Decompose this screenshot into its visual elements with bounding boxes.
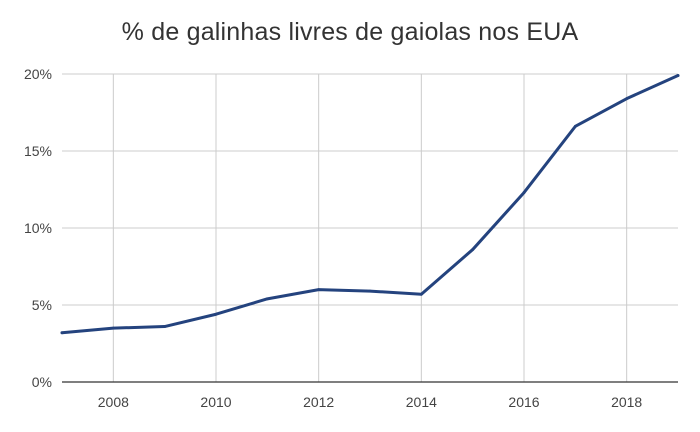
tick-labels: 0% 5% 10% 15% 20% 2008 2010 2012 2014 2016 2018: [24, 66, 642, 410]
y-tick-label: 0%: [32, 374, 52, 390]
data-point: [573, 124, 577, 128]
data-point: [471, 248, 475, 251]
x-tick-label: 2010: [200, 394, 231, 410]
data-point: [368, 289, 372, 293]
data-point: [60, 331, 64, 335]
data-point: [111, 326, 115, 330]
x-tick-label: 2012: [303, 394, 334, 410]
data-point: [676, 74, 680, 77]
data-point: [214, 312, 218, 316]
y-tick-label: 15%: [24, 143, 52, 159]
x-tick-label: 2016: [508, 394, 539, 410]
series-line: [60, 74, 680, 335]
x-tick-label: 2008: [98, 394, 129, 410]
data-point: [419, 292, 423, 296]
data-point: [265, 297, 269, 301]
grid-lines: [62, 73, 678, 382]
data-point: [163, 325, 167, 328]
y-tick-label: 20%: [24, 66, 52, 82]
series-layer: [60, 74, 680, 335]
x-tick-label: 2018: [611, 394, 642, 410]
x-tick-label: 2014: [406, 394, 437, 410]
y-tick-label: 10%: [24, 220, 52, 236]
data-point: [625, 97, 629, 101]
chart-title: % de galinhas livres de gaiolas nos EUA: [121, 18, 579, 46]
y-tick-label: 5%: [32, 297, 52, 313]
data-point: [317, 288, 321, 291]
data-point: [522, 191, 526, 194]
